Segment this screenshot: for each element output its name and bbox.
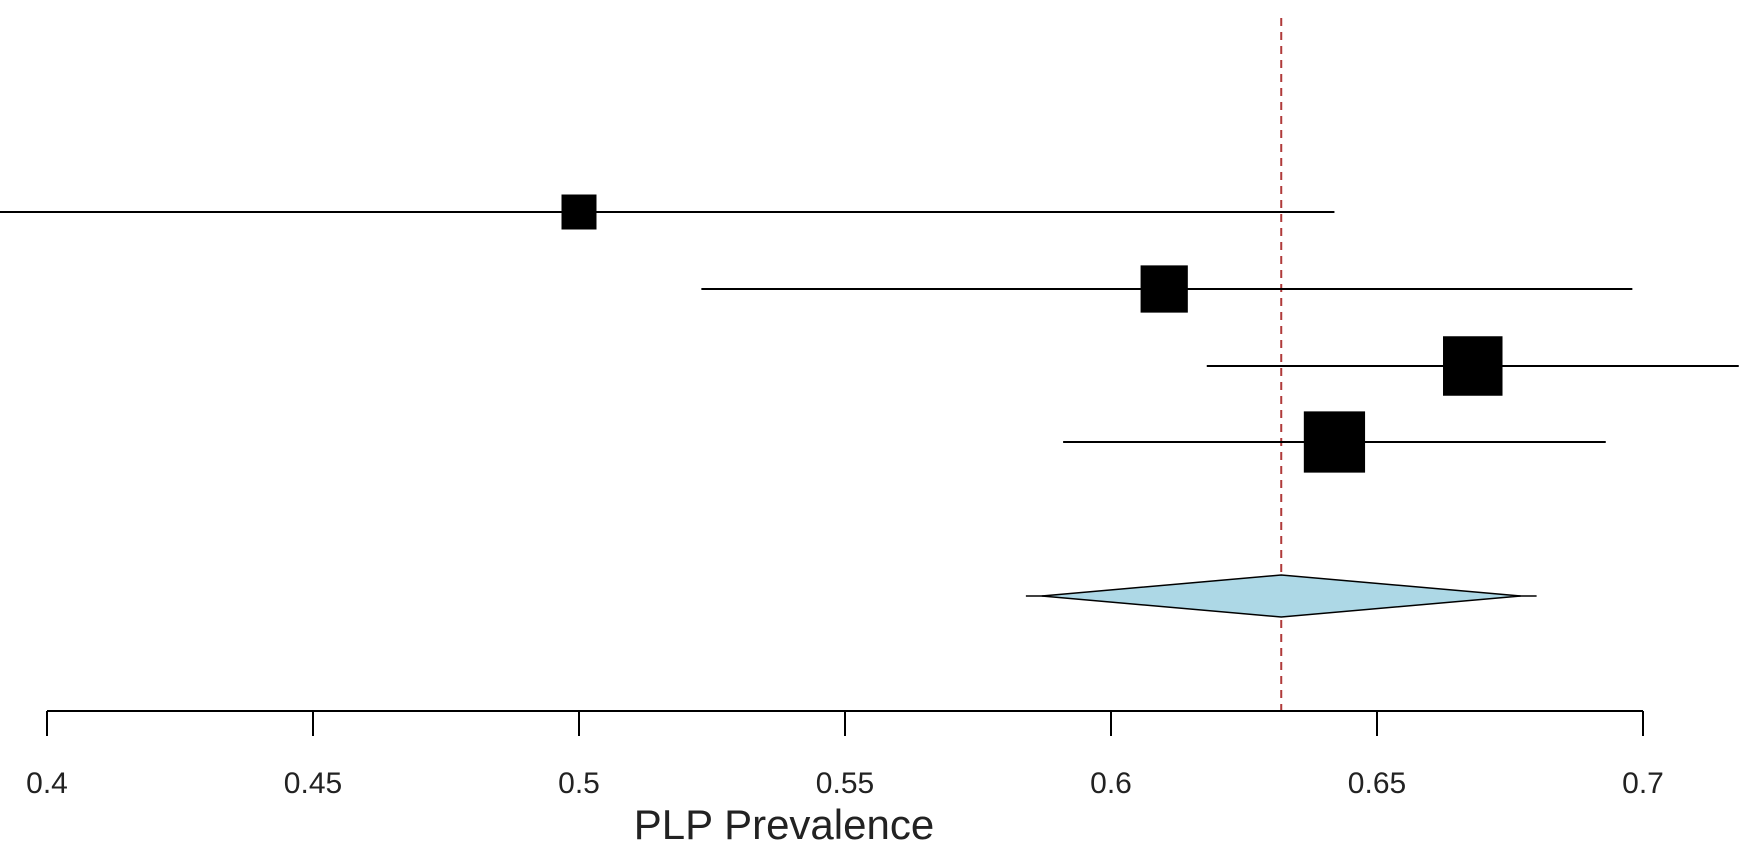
summary-diamond [1041, 574, 1521, 618]
study-point-estimate [1140, 265, 1188, 313]
x-tick-label: 0.6 [1090, 767, 1132, 800]
x-tick-label: 0.5 [558, 767, 600, 800]
study-point-estimate [561, 194, 597, 230]
x-tick-label: 0.7 [1622, 767, 1664, 800]
x-tick-label: 0.55 [816, 767, 874, 800]
x-tick-label: 0.65 [1348, 767, 1406, 800]
study-point-estimate [1303, 411, 1366, 473]
summary-layer [1025, 574, 1537, 618]
x-tick-label: 0.45 [284, 767, 342, 800]
x-axis: 0.4 0.45 0.5 0.55 0.6 0.65 0.7 [26, 710, 1664, 800]
x-axis-label: PLP Prevalence [634, 801, 934, 848]
study-point-estimate [1443, 336, 1503, 396]
x-tick-label: 0.4 [26, 767, 68, 800]
study-rows [0, 194, 1739, 473]
